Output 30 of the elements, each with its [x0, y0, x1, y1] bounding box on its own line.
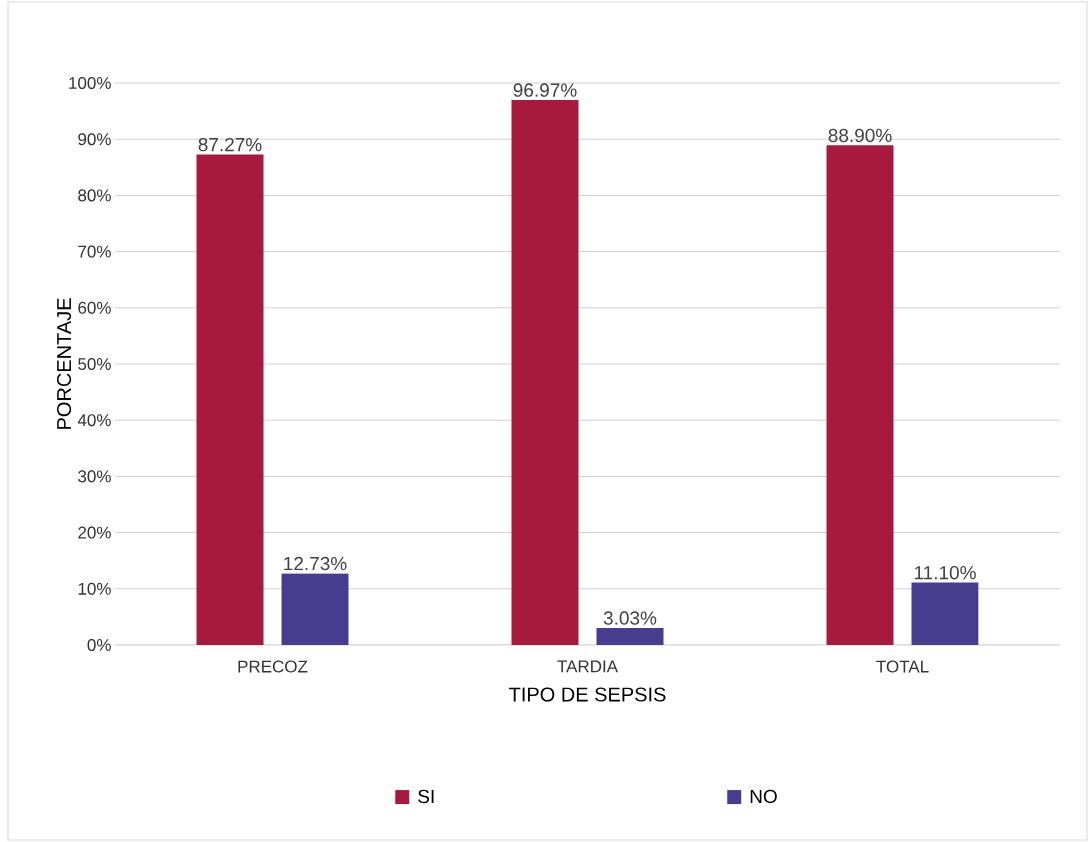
data-label: 88.90%	[828, 128, 892, 143]
y-tick-label: 30%	[78, 470, 111, 483]
y-tick-label: 100%	[69, 76, 111, 90]
y-tick-label: 90%	[78, 133, 111, 146]
y-tick-label: 70%	[78, 245, 111, 258]
y-tick-label: 60%	[78, 301, 111, 314]
y-tick-label: 50%	[78, 357, 111, 371]
y-tick-label: 80%	[78, 189, 111, 202]
bar	[281, 573, 349, 645]
data-label: 11.10%	[914, 565, 976, 580]
bar	[511, 100, 579, 645]
bar	[596, 627, 664, 645]
y-tick-label: 10%	[78, 582, 111, 595]
data-label: 3.03%	[603, 611, 657, 625]
data-label: 96.97%	[513, 83, 577, 97]
x-tick-label: TOTAL	[876, 660, 929, 673]
legend-label: NO	[750, 789, 777, 804]
x-tick-label: TARDIA	[557, 660, 619, 673]
x-axis-title: TIPO DE SEPSIS	[509, 687, 666, 702]
y-axis-title: PORCENTAJE	[56, 298, 72, 429]
y-tick-label: 0%	[87, 638, 111, 652]
bar	[196, 154, 264, 645]
y-tick-label: 20%	[78, 526, 111, 539]
data-label: 87.27%	[198, 137, 262, 152]
bar	[826, 145, 894, 645]
x-tick-label: PRECOZ	[238, 660, 308, 673]
bar	[911, 582, 979, 645]
y-tick-label: 40%	[77, 414, 111, 427]
legend-label: SI	[418, 789, 434, 804]
data-label: 12.73%	[284, 556, 347, 571]
